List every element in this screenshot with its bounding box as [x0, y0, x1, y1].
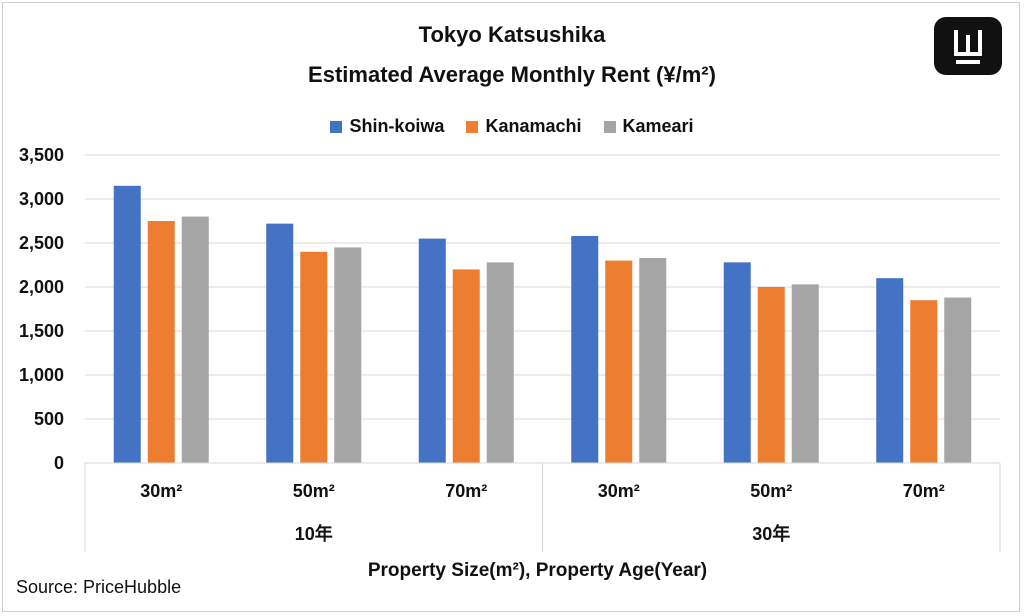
bar [910, 300, 938, 463]
bar [791, 284, 819, 463]
legend-item-kameari: Kameari [603, 116, 694, 137]
legend-label-kameari: Kameari [622, 116, 694, 136]
legend-item-kanamachi: Kanamachi [466, 116, 582, 137]
x-tick-label: 70m² [445, 481, 487, 501]
bar [605, 260, 633, 463]
x-tick-label: 50m² [750, 481, 792, 501]
legend-label-kanamachi: Kanamachi [485, 116, 582, 136]
bar [113, 185, 141, 464]
y-tick-label: 1,000 [19, 365, 64, 385]
x-tick-label: 50m² [293, 481, 335, 501]
bar [639, 257, 667, 463]
bar [266, 223, 294, 463]
legend-swatch-shin-koiwa [330, 120, 343, 133]
bar [723, 262, 751, 463]
bar [452, 269, 480, 463]
bar [334, 247, 362, 463]
x-tick-label: 30m² [140, 481, 182, 501]
legend: Shin-koiwa Kanamachi Kameari [0, 116, 1024, 137]
chart-title: Tokyo Katsushika [418, 22, 606, 47]
legend-label-shin-koiwa: Shin-koiwa [349, 116, 445, 136]
y-tick-label: 1,500 [19, 321, 64, 341]
y-tick-label: 500 [34, 409, 64, 429]
legend-swatch-kanamachi [466, 120, 479, 133]
chart-subtitle: Estimated Average Monthly Rent (¥/m²) [308, 62, 716, 87]
bar [147, 221, 175, 463]
bar [757, 287, 785, 463]
y-tick-label: 2,500 [19, 233, 64, 253]
x-group-label: 10年 [295, 523, 333, 544]
y-tick-label: 0 [54, 453, 64, 473]
y-tick-label: 2,000 [19, 277, 64, 297]
x-group-label: 30年 [752, 523, 790, 544]
bar [418, 238, 446, 463]
y-tick-label: 3,000 [19, 189, 64, 209]
bar [944, 297, 972, 463]
w-logo-icon [934, 17, 1002, 75]
x-tick-label: 30m² [598, 481, 640, 501]
legend-item-shin-koiwa: Shin-koiwa [330, 116, 444, 137]
bar [486, 262, 514, 463]
bar [300, 251, 328, 463]
source-note: Source: PriceHubble [16, 577, 182, 597]
legend-swatch-kameari [603, 120, 616, 133]
y-tick-label: 3,500 [19, 145, 64, 165]
bar [181, 216, 209, 463]
bar [876, 278, 904, 463]
x-tick-label: 70m² [903, 481, 945, 501]
x-axis-title: Property Size(m²), Property Age(Year) [368, 560, 707, 581]
bar [571, 235, 599, 463]
